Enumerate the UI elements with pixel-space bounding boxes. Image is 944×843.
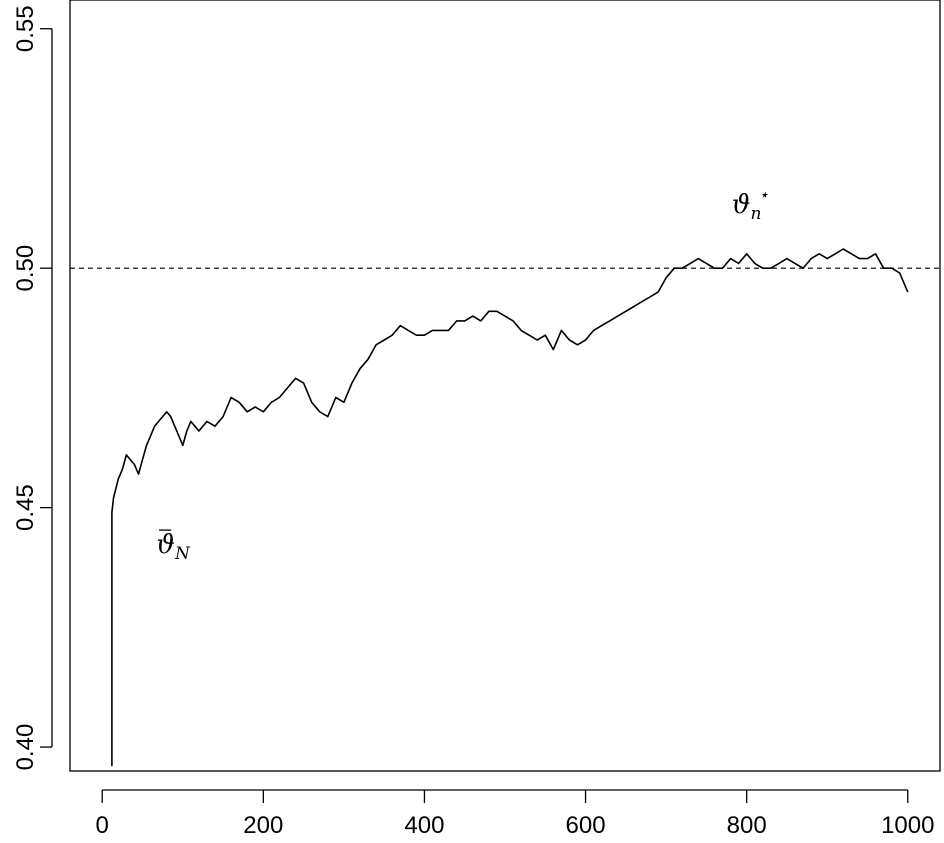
y-axis: 0.40 0.45 0.50 0.55: [12, 5, 53, 771]
x-tick-label: 1000: [881, 812, 934, 839]
y-tick-label: 0.55: [12, 5, 39, 52]
x-tick-label: 800: [727, 812, 767, 839]
y-tick-label: 0.40: [12, 724, 39, 771]
x-axis: 0 200 400 600 800 1000: [96, 789, 934, 839]
x-tick-label: 200: [243, 812, 283, 839]
plot-frame: [69, 0, 941, 772]
x-tick-label: 0: [96, 812, 109, 839]
annotation-label: ϑn: [732, 190, 762, 224]
y-tick-label: 0.45: [12, 484, 39, 531]
series-line: [111, 248, 909, 767]
annotation-label: ϑN: [156, 530, 191, 564]
y-tick-label: 0.50: [12, 245, 39, 292]
annotation-superscript: ⋆: [759, 185, 769, 204]
x-tick-label: 400: [404, 812, 444, 839]
annotations: ϑn⋆ ϑN: [156, 185, 768, 564]
x-tick-label: 600: [566, 812, 606, 839]
